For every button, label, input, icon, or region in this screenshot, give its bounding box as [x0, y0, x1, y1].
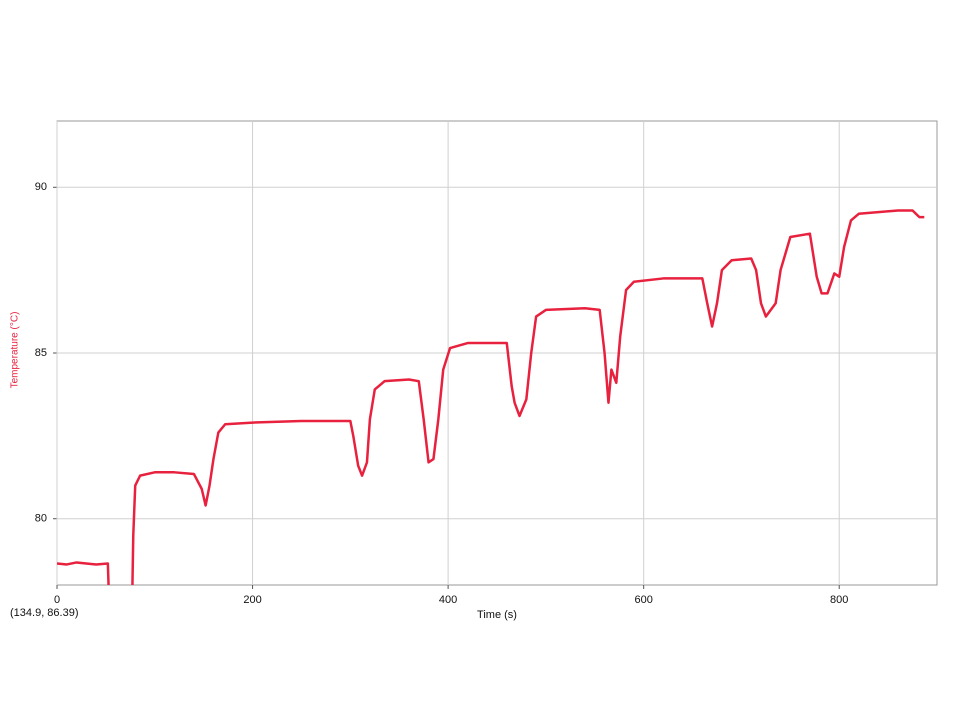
- y-tick-label: 85: [35, 347, 47, 359]
- x-tick-label: 400: [439, 594, 457, 606]
- y-axis-label: Temperature (°C): [10, 312, 21, 389]
- data-line: [57, 209, 925, 585]
- x-tick-label: 800: [830, 594, 848, 606]
- x-tick-label: 200: [243, 594, 261, 606]
- y-tick-label: 90: [35, 181, 47, 193]
- x-axis-label: Time (s): [477, 609, 517, 621]
- plot-group: [57, 209, 925, 585]
- cursor-readout: (134.9, 86.39): [10, 607, 79, 619]
- x-tick-label: 0: [54, 594, 60, 606]
- y-tick-label: 80: [35, 513, 47, 525]
- x-tick-label: 600: [634, 594, 652, 606]
